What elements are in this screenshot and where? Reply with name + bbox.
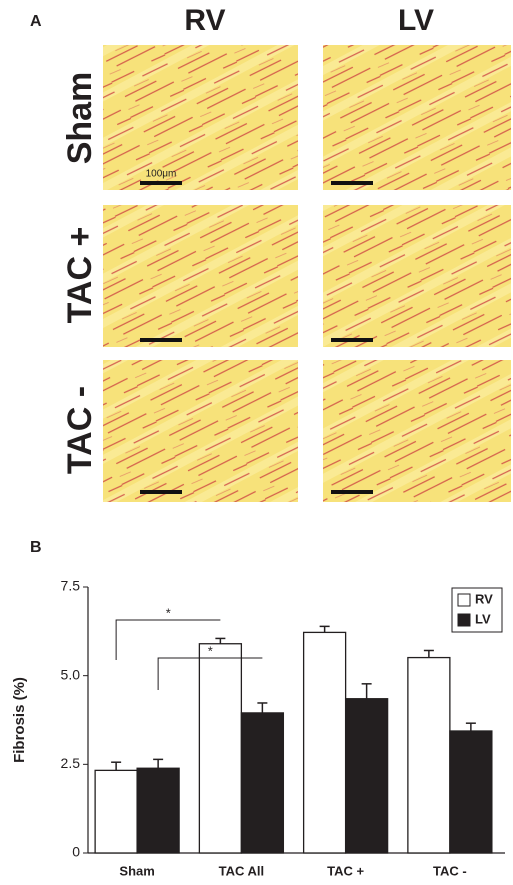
legend-swatch: [457, 613, 471, 627]
panel-label: B: [30, 539, 42, 556]
bar: [407, 656, 451, 854]
x-tick-label: TAC -: [433, 863, 467, 878]
column-label: RV: [184, 4, 225, 37]
significance-bracket: [115, 619, 221, 660]
panel-label: A: [30, 13, 42, 30]
y-tick-label: 7.5: [61, 578, 81, 594]
micrograph: [323, 360, 511, 502]
x-tick-label: TAC All: [219, 863, 265, 878]
scale-bar: [140, 338, 182, 342]
y-tick-label: 2.5: [61, 755, 81, 771]
micrograph: [103, 205, 298, 347]
x-tick-label: TAC +: [327, 863, 364, 878]
bar: [344, 698, 389, 854]
micrographs: [103, 45, 511, 502]
significance-label: *: [208, 643, 213, 658]
y-tick-label: 5.0: [61, 666, 81, 682]
column-label: LV: [398, 4, 434, 37]
row-label: TAC +: [61, 227, 99, 324]
bar: [136, 767, 180, 854]
x-tick-label: Sham: [119, 863, 154, 878]
bar: [449, 730, 493, 854]
micrograph: [103, 45, 298, 190]
legend-label: RV: [475, 591, 493, 606]
significance-bracket: [157, 657, 263, 690]
micrograph: [323, 205, 511, 347]
row-label: TAC -: [61, 386, 99, 474]
bar: [94, 769, 138, 854]
y-tick-label: 0: [72, 844, 80, 860]
row-label: Sham: [61, 72, 99, 165]
scale-bar: [140, 490, 182, 494]
legend-swatch: [457, 593, 471, 607]
bar: [198, 643, 243, 854]
y-axis-title: Fibrosis (%): [11, 677, 28, 763]
scale-bar: [140, 181, 182, 185]
micrograph: [323, 45, 511, 190]
scale-bar: [331, 490, 373, 494]
bar-chart: 0 2.5 5.0 7.5 Sham TAC All TAC + TAC - * * RV LV: [61, 578, 505, 878]
micrograph: [103, 360, 298, 502]
scale-bar: [331, 338, 373, 342]
significance-label: *: [166, 605, 171, 620]
scale-bar: [331, 181, 373, 185]
bar: [240, 712, 285, 854]
legend-label: LV: [475, 611, 491, 626]
bar: [302, 631, 347, 854]
scale-bar-label: 100μm: [146, 169, 177, 180]
